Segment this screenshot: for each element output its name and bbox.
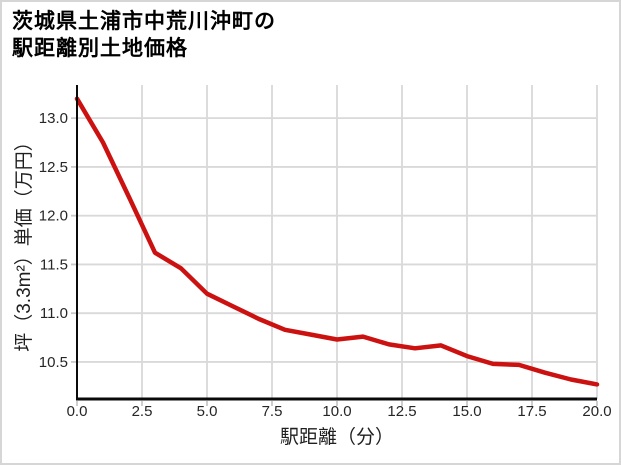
chart-title: 茨城県土浦市中荒川沖町の 駅距離別土地価格 — [12, 8, 276, 62]
x-tick-label: 15.0 — [452, 403, 481, 420]
x-tick-label: 12.5 — [387, 403, 416, 420]
x-tick-label: 20.0 — [582, 403, 611, 420]
chart-title-line-2: 駅距離別土地価格 — [12, 37, 188, 60]
x-tick-labels: 0.0 2.5 5.0 7.5 10.0 12.5 15.0 17.5 20.0 — [67, 403, 612, 420]
x-tick-label: 5.0 — [197, 403, 218, 420]
grid-lines — [77, 85, 598, 399]
y-tick-label: 11.0 — [40, 305, 68, 322]
x-tick-label: 10.0 — [322, 403, 351, 420]
x-tick-label: 7.5 — [262, 403, 283, 420]
x-axis-title: 駅距離（分） — [280, 426, 394, 448]
y-tick-label: 10.5 — [39, 354, 68, 371]
x-tick-label: 0.0 — [67, 403, 88, 420]
y-tick-label: 11.5 — [40, 256, 68, 273]
y-tick-label: 13.0 — [39, 110, 68, 127]
x-tick-label: 2.5 — [132, 403, 153, 420]
y-axis-title: 坪（3.3m²）単価（万円） — [13, 132, 35, 352]
y-tick-label: 12.0 — [39, 208, 68, 225]
y-tick-labels: 13.0 12.5 12.0 11.5 11.0 10.5 — [39, 110, 68, 371]
price-line — [74, 96, 600, 387]
y-tick-label: 12.5 — [39, 159, 68, 176]
axis-tick-marks — [71, 117, 598, 406]
x-tick-label: 17.5 — [517, 403, 546, 420]
chart-title-line-1: 茨城県土浦市中荒川沖町の — [12, 10, 276, 33]
